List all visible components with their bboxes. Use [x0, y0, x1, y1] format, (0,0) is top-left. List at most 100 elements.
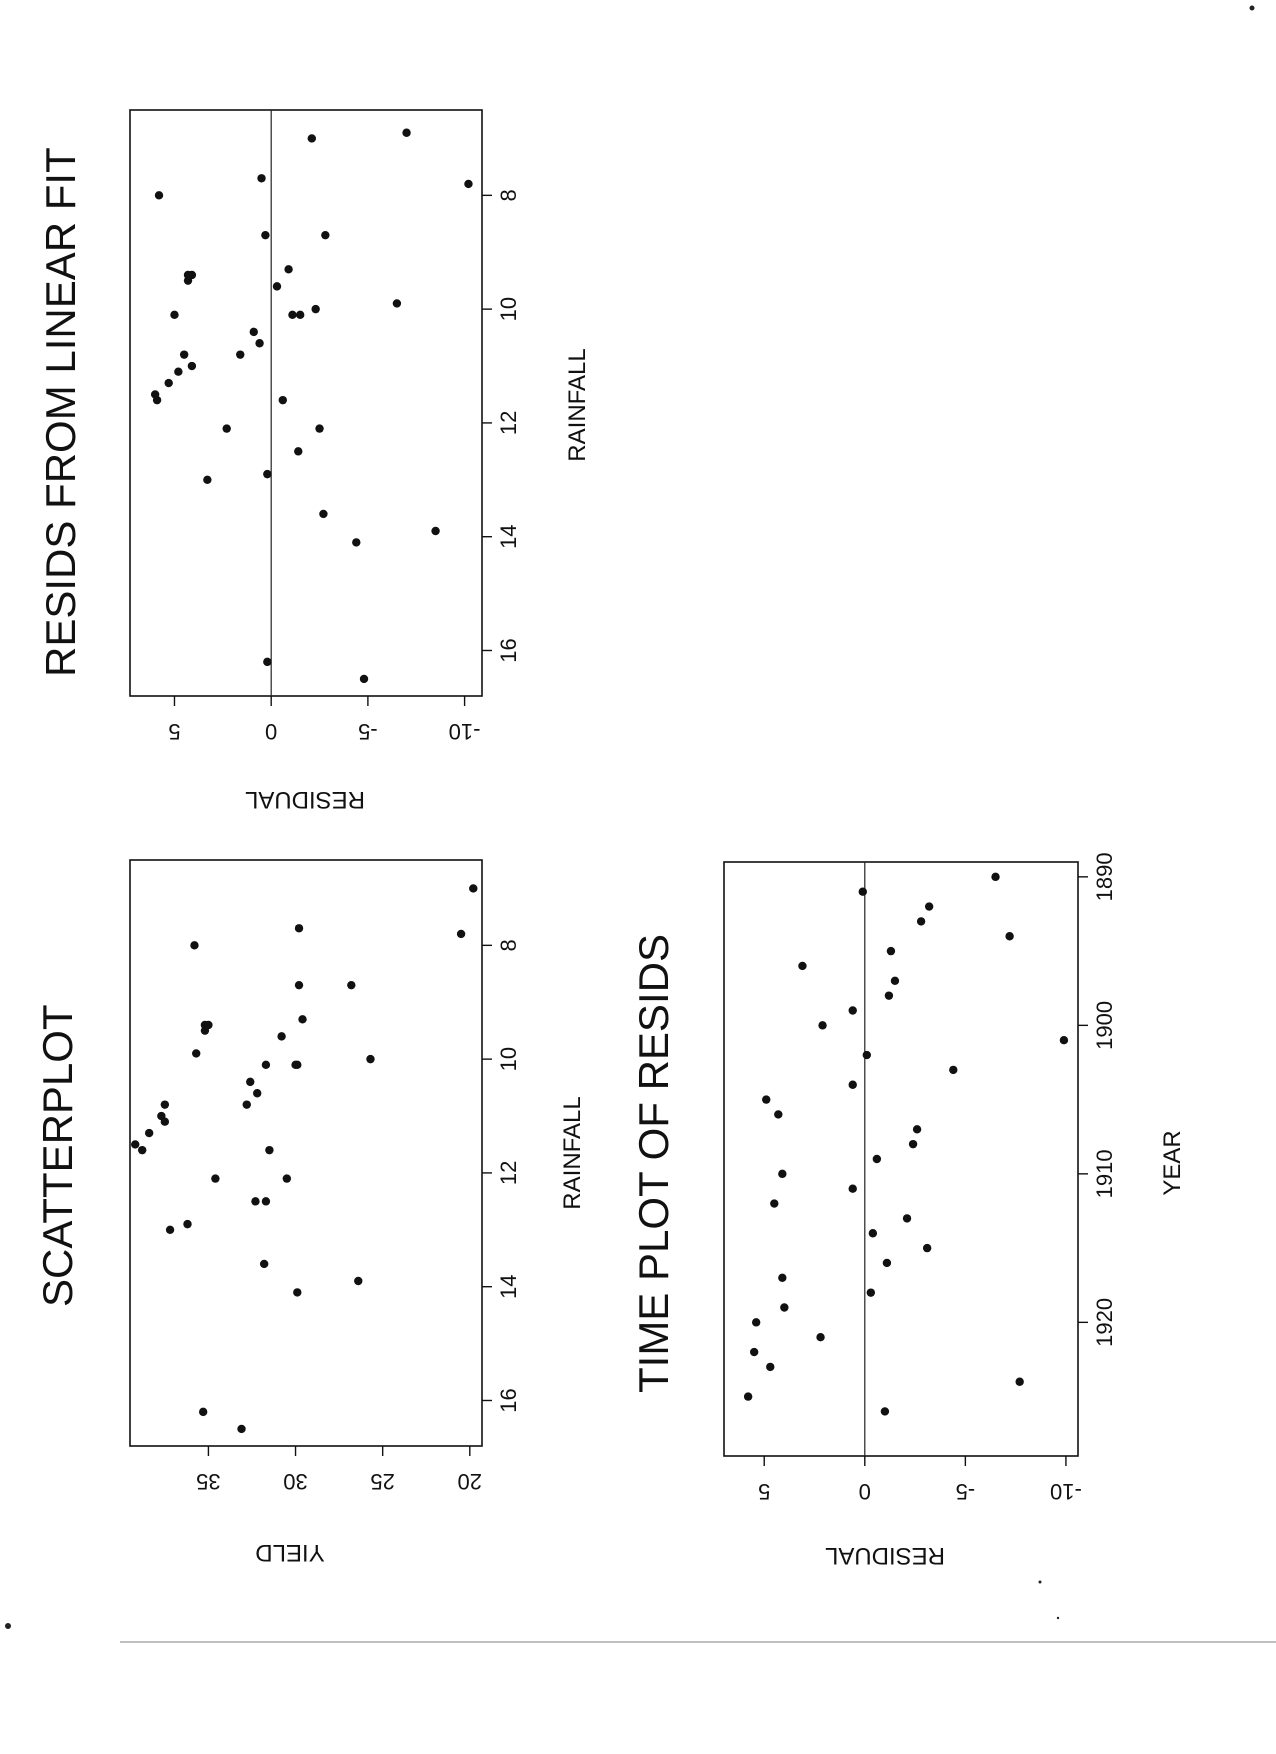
time-plot-panel: TIME PLOT OF RESIDS RESIDUAL YEAR 1890 19…: [630, 852, 1186, 1569]
scan-speck: [1056, 1616, 1060, 1620]
x-tick-label: 14: [496, 1274, 521, 1298]
point-group: [150, 128, 473, 684]
plot-frame: [723, 861, 1079, 1457]
y-axis-label: RESIDUAL: [825, 1542, 945, 1569]
data-point: [203, 475, 212, 485]
data-point: [251, 1197, 260, 1206]
data-point: [174, 367, 183, 376]
data-point: [780, 1303, 789, 1312]
data-point: [315, 424, 324, 433]
data-point: [192, 1049, 201, 1058]
data-point: [152, 395, 162, 405]
data-point: [307, 134, 317, 143]
x-tick-label: 16: [496, 638, 521, 662]
x-tick-label: 10: [496, 297, 521, 321]
data-point: [187, 361, 197, 371]
data-point: [916, 917, 926, 926]
x-tick-label: 1910: [1092, 1149, 1117, 1198]
data-point: [170, 310, 179, 320]
data-point: [293, 1288, 302, 1297]
data-point: [1015, 1377, 1024, 1386]
data-point: [862, 1050, 872, 1060]
data-point: [766, 1362, 775, 1372]
y-tick-label: 20: [458, 1469, 482, 1494]
tick-group: 8 10 12 14 16 20 25 30 35: [196, 939, 521, 1494]
data-point: [179, 350, 189, 359]
data-point: [886, 946, 896, 956]
data-point: [183, 276, 193, 285]
scan-speck: [1249, 5, 1255, 11]
data-point: [402, 128, 411, 137]
data-point: [848, 1184, 857, 1193]
scan-speck: [1038, 1580, 1042, 1584]
data-point: [278, 395, 287, 405]
data-point: [164, 378, 173, 388]
resids-linear-panel: RESIDS FROM LINEAR FIT RESIDUAL RAINFALL…: [37, 109, 591, 813]
data-point: [257, 174, 266, 183]
tick-group: 1890 1900 1910 1920 5 0 -5 -10: [758, 852, 1117, 1504]
data-point: [242, 1100, 251, 1109]
data-point: [200, 1026, 210, 1035]
y-axis-label: YIELD: [255, 1539, 324, 1566]
chart-title: RESIDS FROM LINEAR FIT: [37, 147, 84, 677]
data-point: [165, 1225, 175, 1235]
data-point: [319, 509, 328, 519]
x-tick-label: 10: [496, 1047, 521, 1071]
data-point: [284, 265, 293, 274]
y-tick-label: -10: [1050, 1479, 1082, 1504]
point-group: [743, 872, 1069, 1416]
data-point: [259, 1259, 269, 1269]
data-point: [261, 1197, 271, 1206]
data-point: [211, 1174, 220, 1183]
y-tick-label: -5: [956, 1479, 976, 1504]
data-point: [868, 1229, 878, 1238]
data-point: [236, 350, 245, 359]
data-point: [198, 1407, 208, 1417]
data-point: [743, 1392, 753, 1401]
data-point: [160, 1100, 170, 1109]
data-point: [131, 1140, 140, 1149]
plot-frame: [129, 859, 483, 1447]
x-tick-label: 8: [496, 189, 521, 201]
data-point: [848, 1006, 857, 1015]
data-point: [222, 424, 231, 433]
data-point: [253, 1089, 262, 1098]
x-tick-label: 12: [496, 411, 521, 435]
x-tick-label: 1920: [1092, 1298, 1117, 1347]
data-point: [762, 1095, 771, 1104]
y-tick-label: -10: [449, 719, 481, 744]
data-point: [1005, 932, 1014, 941]
data-point: [294, 924, 304, 933]
data-point: [352, 538, 361, 547]
x-axis-label: RAINFALL: [564, 348, 591, 461]
data-point: [144, 1128, 154, 1138]
data-point: [872, 1154, 882, 1164]
y-tick-label: -5: [358, 719, 378, 744]
data-point: [246, 1077, 255, 1087]
data-point: [456, 929, 466, 939]
y-tick-label: 30: [283, 1469, 307, 1494]
data-point: [882, 1258, 892, 1268]
chart-title: SCATTERPLOT: [34, 1004, 81, 1307]
y-axis-label: RESIDUAL: [245, 786, 365, 813]
plot-frame: [129, 109, 483, 697]
data-point: [137, 1145, 147, 1155]
tick-group: 8 10 12 14 16 5 0 -5 -10: [168, 189, 521, 744]
data-point: [311, 304, 320, 314]
x-tick-label: 1900: [1092, 1001, 1117, 1050]
data-point: [261, 230, 270, 240]
data-point: [288, 310, 297, 320]
data-point: [884, 991, 894, 1000]
data-point: [263, 469, 272, 479]
data-point: [265, 1145, 274, 1155]
data-point: [1059, 1036, 1069, 1045]
x-tick-label: 14: [496, 524, 521, 548]
data-point: [431, 526, 440, 536]
data-point: [848, 1080, 857, 1089]
data-point: [922, 1243, 932, 1253]
data-point: [749, 1347, 759, 1357]
data-point: [816, 1333, 825, 1342]
y-tick-label: 25: [370, 1469, 394, 1494]
data-point: [160, 1117, 170, 1126]
